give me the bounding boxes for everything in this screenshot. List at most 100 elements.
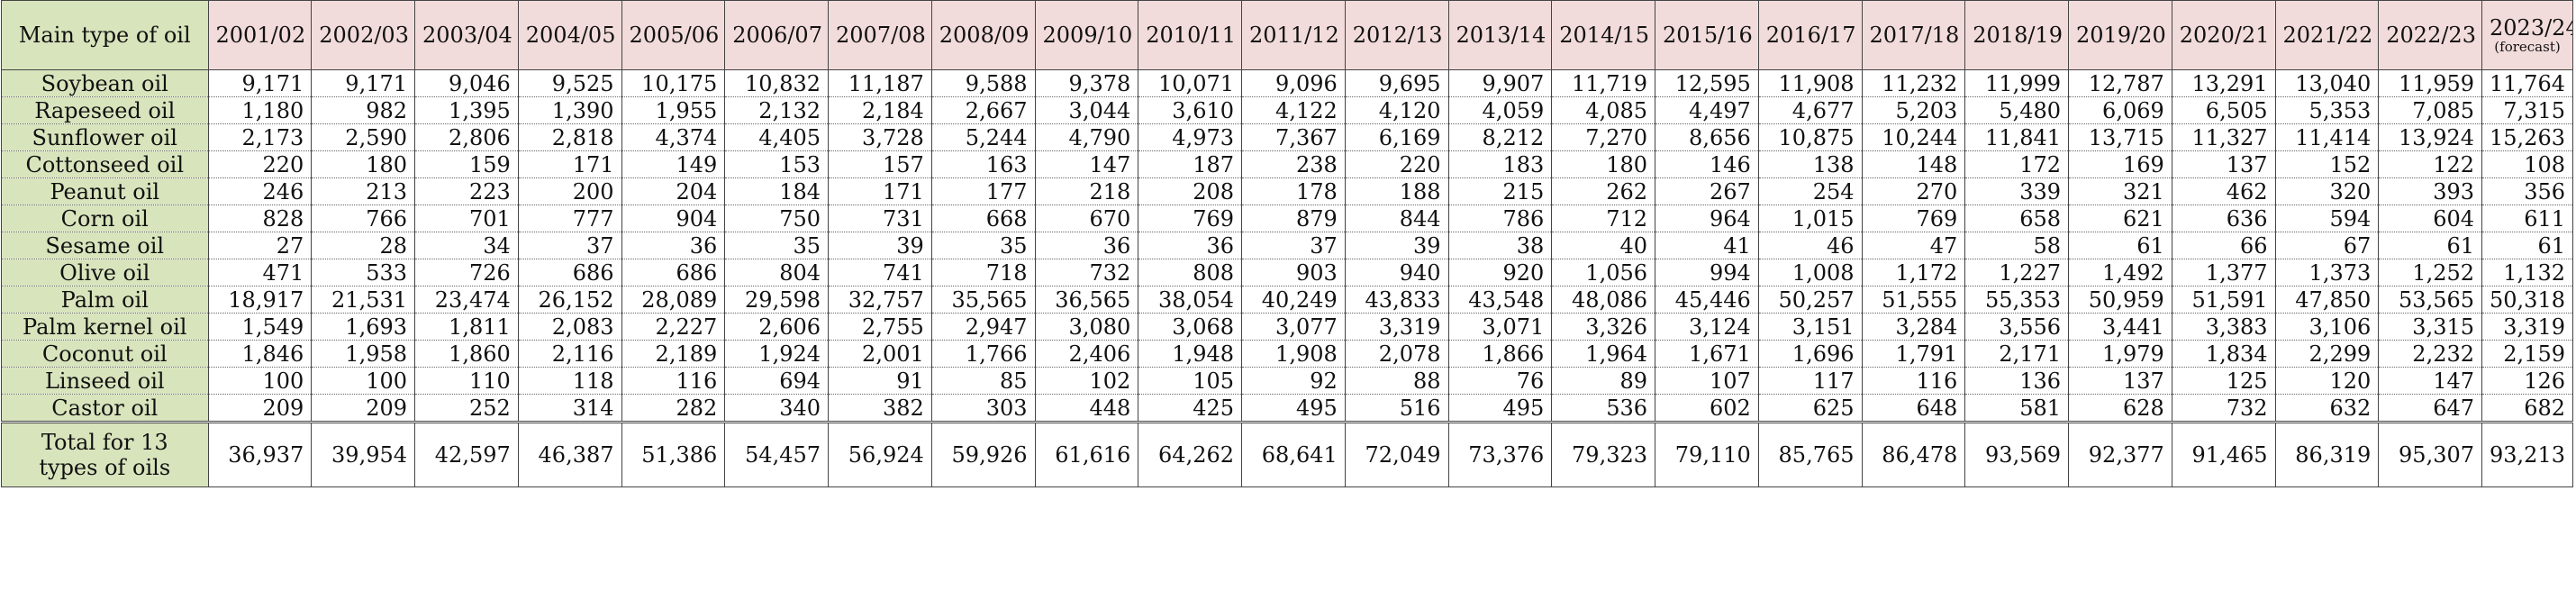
value-cell: 183 <box>1447 150 1553 178</box>
value-cell: 4,374 <box>621 123 726 151</box>
value-cell: 2,184 <box>828 96 932 124</box>
value-cell: 2,806 <box>414 123 519 151</box>
value-cell: 1,979 <box>2068 340 2172 368</box>
value-cell: 146 <box>1655 150 1759 178</box>
value-cell: 10,875 <box>1757 123 1863 151</box>
value-cell: 12,787 <box>2068 69 2172 97</box>
value-cell: 209 <box>207 394 313 423</box>
value-cell: 95,307 <box>2378 421 2483 487</box>
value-cell: 1,395 <box>414 96 519 124</box>
value-cell: 1,377 <box>2171 259 2276 286</box>
value-cell: 1,834 <box>2171 340 2276 368</box>
column-header-year: 2016/17 <box>1757 0 1863 70</box>
value-cell: 125 <box>2171 367 2276 395</box>
value-cell: 26,152 <box>517 286 622 314</box>
column-header-year: 2002/03 <box>311 0 416 70</box>
value-cell: 636 <box>2171 205 2276 232</box>
value-cell: 18,917 <box>207 286 313 314</box>
value-cell: 66 <box>2171 232 2276 259</box>
value-cell: 126 <box>2481 367 2573 395</box>
year-label: 2016/17 <box>1765 23 1856 48</box>
value-cell: 41 <box>1655 232 1759 259</box>
value-cell: 3,319 <box>1344 313 1449 341</box>
value-cell: 148 <box>1861 150 1966 178</box>
value-cell: 9,171 <box>311 69 416 97</box>
value-cell: 1,955 <box>621 96 726 124</box>
value-cell: 105 <box>1138 367 1243 395</box>
value-cell: 625 <box>1757 394 1863 423</box>
value-cell: 448 <box>1034 394 1139 423</box>
value-cell: 91,465 <box>2171 421 2276 487</box>
value-cell: 51,386 <box>621 421 726 487</box>
value-cell: 982 <box>311 96 416 124</box>
value-cell: 39,954 <box>311 421 416 487</box>
value-cell: 3,151 <box>1757 313 1863 341</box>
value-cell: 536 <box>1551 394 1656 423</box>
column-header-year: 2015/16 <box>1655 0 1759 70</box>
value-cell: 89 <box>1551 367 1656 395</box>
value-cell: 35,565 <box>930 286 1036 314</box>
value-cell: 581 <box>1964 394 2070 423</box>
value-cell: 2,078 <box>1344 340 1449 368</box>
value-cell: 188 <box>1344 177 1449 205</box>
table-row: Palm oil 18,917 21,531 23,474 26,152 28,089 29… <box>1 286 2573 314</box>
value-cell: 3,441 <box>2068 313 2172 341</box>
value-cell: 1,696 <box>1757 340 1863 368</box>
value-cell: 36,565 <box>1034 286 1139 314</box>
value-cell: 8,656 <box>1655 123 1759 151</box>
value-cell: 43,548 <box>1447 286 1553 314</box>
year-label: 2013/14 <box>1456 23 1547 48</box>
value-cell: 85,765 <box>1757 421 1863 487</box>
value-cell: 55,353 <box>1964 286 2070 314</box>
value-cell: 5,353 <box>2274 96 2380 124</box>
value-cell: 59,926 <box>930 421 1036 487</box>
value-cell: 51,555 <box>1861 286 1966 314</box>
column-header-year: 2001/02 <box>207 0 313 70</box>
value-cell: 903 <box>1241 259 1346 286</box>
value-cell: 11,999 <box>1964 69 2070 97</box>
year-label: 2014/15 <box>1559 23 1649 48</box>
value-cell: 1,924 <box>724 340 830 368</box>
value-cell: 3,326 <box>1551 313 1656 341</box>
value-cell: 187 <box>1138 150 1243 178</box>
value-cell: 136 <box>1964 367 2070 395</box>
table-row: Linseed oil 100 100 110 118 116 694 91 85 102 105 9… <box>1 367 2573 395</box>
value-cell: 34 <box>414 232 519 259</box>
year-label: 2006/07 <box>732 23 822 48</box>
column-header-year: 2007/08 <box>828 0 932 70</box>
value-cell: 39 <box>828 232 932 259</box>
value-cell: 204 <box>621 177 726 205</box>
value-cell: 110 <box>414 367 519 395</box>
value-cell: 647 <box>2378 394 2483 423</box>
value-cell: 11,327 <box>2171 123 2276 151</box>
value-cell: 9,588 <box>930 69 1036 97</box>
value-cell: 2,083 <box>517 313 622 341</box>
table-row: Peanut oil 246 213 223 200 204 184 171 177 218 208… <box>1 177 2573 205</box>
value-cell: 172 <box>1964 150 2070 178</box>
column-header-year: 2008/09 <box>930 0 1036 70</box>
value-cell: 116 <box>621 367 726 395</box>
value-cell: 1,132 <box>2481 259 2573 286</box>
value-cell: 741 <box>828 259 932 286</box>
value-cell: 61 <box>2068 232 2172 259</box>
value-cell: 37 <box>1241 232 1346 259</box>
value-cell: 85 <box>930 367 1036 395</box>
value-cell: 940 <box>1344 259 1449 286</box>
value-cell: 3,071 <box>1447 313 1553 341</box>
value-cell: 116 <box>1861 367 1966 395</box>
value-cell: 157 <box>828 150 932 178</box>
value-cell: 220 <box>1344 150 1449 178</box>
table-row: Castor oil 209 209 252 314 282 340 382 303 448 425… <box>1 394 2573 423</box>
value-cell: 13,040 <box>2274 69 2380 97</box>
column-header-year: 2013/14 <box>1447 0 1553 70</box>
value-cell: 86,319 <box>2274 421 2380 487</box>
value-cell: 38,054 <box>1138 286 1243 314</box>
value-cell: 321 <box>2068 177 2172 205</box>
value-cell: 1,693 <box>311 313 416 341</box>
value-cell: 462 <box>2171 177 2276 205</box>
value-cell: 108 <box>2481 150 2573 178</box>
value-cell: 159 <box>414 150 519 178</box>
value-cell: 28,089 <box>621 286 726 314</box>
value-cell: 1,766 <box>930 340 1036 368</box>
value-cell: 36,937 <box>207 421 313 487</box>
